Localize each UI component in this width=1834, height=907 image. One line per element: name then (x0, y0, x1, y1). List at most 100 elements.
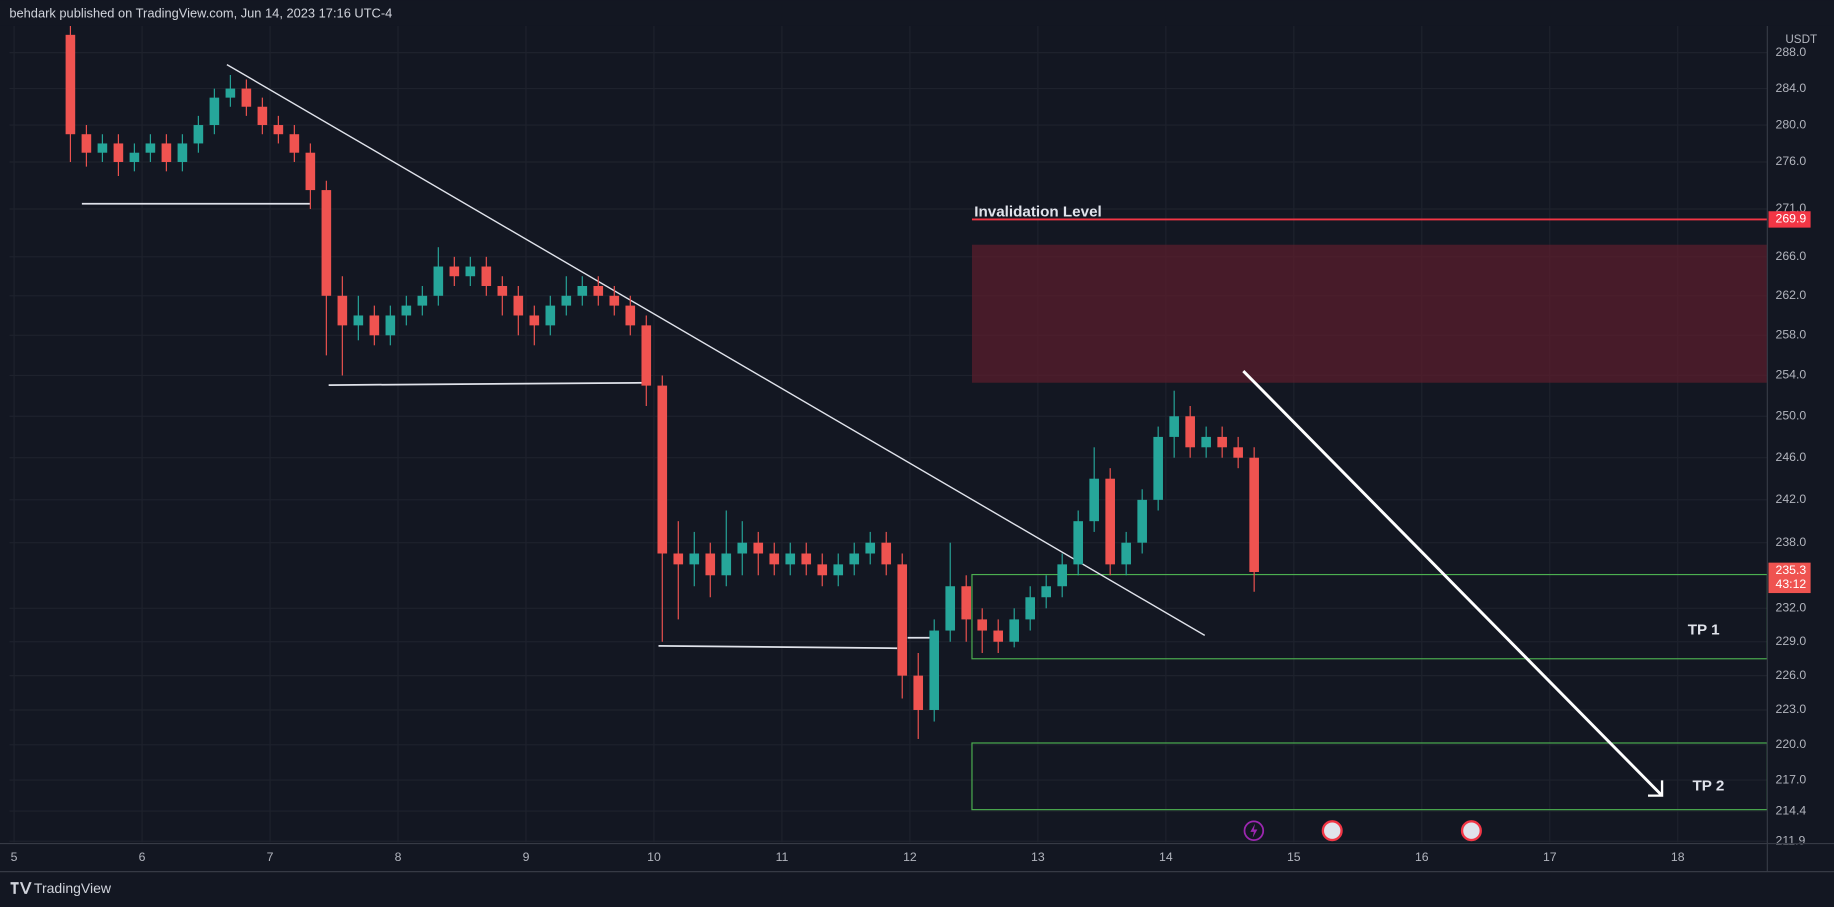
candle-body (1153, 436, 1163, 500)
candle-body (81, 134, 92, 153)
event-icon[interactable] (1321, 820, 1343, 842)
y-tick-label: 229.0 (1776, 634, 1807, 648)
x-tick-label: 14 (1159, 850, 1173, 864)
y-tick-label: 217.0 (1776, 772, 1807, 786)
candle-body (1249, 457, 1259, 573)
candle-body (1089, 478, 1099, 522)
event-icon[interactable] (1243, 820, 1265, 841)
level-line (328, 381, 647, 386)
y-tick-label: 280.0 (1776, 117, 1807, 131)
x-tick-label: 18 (1671, 850, 1685, 864)
candles (65, 25, 1259, 739)
candle-body (1073, 521, 1083, 565)
candle-body (449, 266, 460, 277)
x-tick-label: 17 (1543, 850, 1557, 864)
y-tick-label: 246.0 (1776, 450, 1807, 464)
candle-body (561, 295, 572, 306)
candle-body (257, 106, 268, 126)
header-bar (0, 0, 1834, 26)
candle-body (497, 285, 508, 296)
y-tick-label: 226.0 (1776, 668, 1807, 682)
y-tick-label: 276.0 (1776, 154, 1807, 168)
candle-body (913, 675, 924, 710)
candle-body (545, 305, 556, 326)
candle-body (705, 553, 716, 576)
candle-body (609, 295, 620, 306)
header-text: behdark published on TradingView.com, Ju… (9, 6, 392, 21)
candle-body (737, 542, 748, 554)
candle-body (1057, 564, 1067, 587)
countdown-label: 43:12 (1776, 577, 1807, 591)
candle-body (673, 553, 684, 565)
candle-body (321, 190, 332, 296)
candle-body (785, 553, 796, 565)
last-price-tag (1768, 562, 1811, 594)
candle-body (657, 385, 668, 554)
y-tick-label: 254.0 (1776, 368, 1807, 382)
candle-body (1169, 416, 1179, 437)
candle-body (417, 295, 428, 306)
target-label: TP 1 (1688, 622, 1720, 639)
candle-body (385, 315, 396, 336)
x-tick-label: 13 (1031, 850, 1045, 864)
invalidation-label: Invalidation Level (974, 203, 1101, 220)
x-tick-label: 6 (139, 850, 146, 864)
x-tick-label: 11 (776, 850, 789, 864)
candle-body (897, 564, 908, 676)
x-tick-label: 10 (647, 850, 661, 864)
level-line (658, 645, 898, 650)
y-tick-label: 284.0 (1776, 81, 1807, 95)
candle-body (97, 143, 108, 153)
x-tick-label: 16 (1415, 850, 1429, 864)
candle-body (465, 266, 476, 277)
y-tick-label: 238.0 (1776, 535, 1807, 549)
event-icon[interactable] (1460, 820, 1482, 842)
y-tick-label: 214.4 (1776, 803, 1807, 817)
y-tick-label: 220.0 (1776, 737, 1807, 751)
last-price-label: 235.3 (1776, 563, 1807, 577)
y-tick-label: 223.0 (1776, 702, 1807, 716)
candle-body (241, 88, 252, 107)
candle-body (577, 285, 588, 296)
x-tick-label: 7 (267, 850, 274, 864)
y-tick-label: 211.9 (1776, 833, 1806, 847)
candle-body (145, 143, 156, 153)
candle-body (1105, 478, 1115, 565)
candle-body (65, 34, 76, 135)
candle-body (801, 553, 812, 565)
candle-body (161, 143, 172, 163)
x-tick-label: 12 (903, 850, 917, 864)
candle-body (817, 564, 828, 576)
x-tick-label: 15 (1287, 850, 1301, 864)
candle-body (513, 295, 524, 316)
candle-body (177, 143, 188, 163)
candle-body (1025, 597, 1036, 620)
candle-body (305, 152, 316, 191)
candle-body (625, 305, 636, 326)
unit-label: USDT (1785, 33, 1817, 46)
candle-body (337, 295, 348, 326)
candle-body (1201, 436, 1211, 448)
candle-body (1137, 499, 1147, 543)
candle-body (689, 553, 700, 565)
target-label: TP 2 (1692, 777, 1724, 794)
projection-arrow (1242, 370, 1664, 797)
drawings (81, 63, 1768, 811)
logo (10, 882, 32, 894)
y-tick-label: 242.0 (1776, 492, 1807, 506)
candle-body (113, 143, 124, 163)
supply-zone (971, 244, 1768, 383)
candle-body (1233, 447, 1243, 458)
candle-body (369, 315, 380, 336)
tp2-zone (971, 742, 1768, 811)
candle-body (945, 586, 956, 631)
candle-body (1185, 416, 1195, 448)
candle-body (529, 315, 540, 326)
candle-body (1041, 586, 1051, 598)
grid (9, 25, 1768, 843)
candle-body (209, 97, 220, 126)
candle-body (753, 542, 764, 554)
